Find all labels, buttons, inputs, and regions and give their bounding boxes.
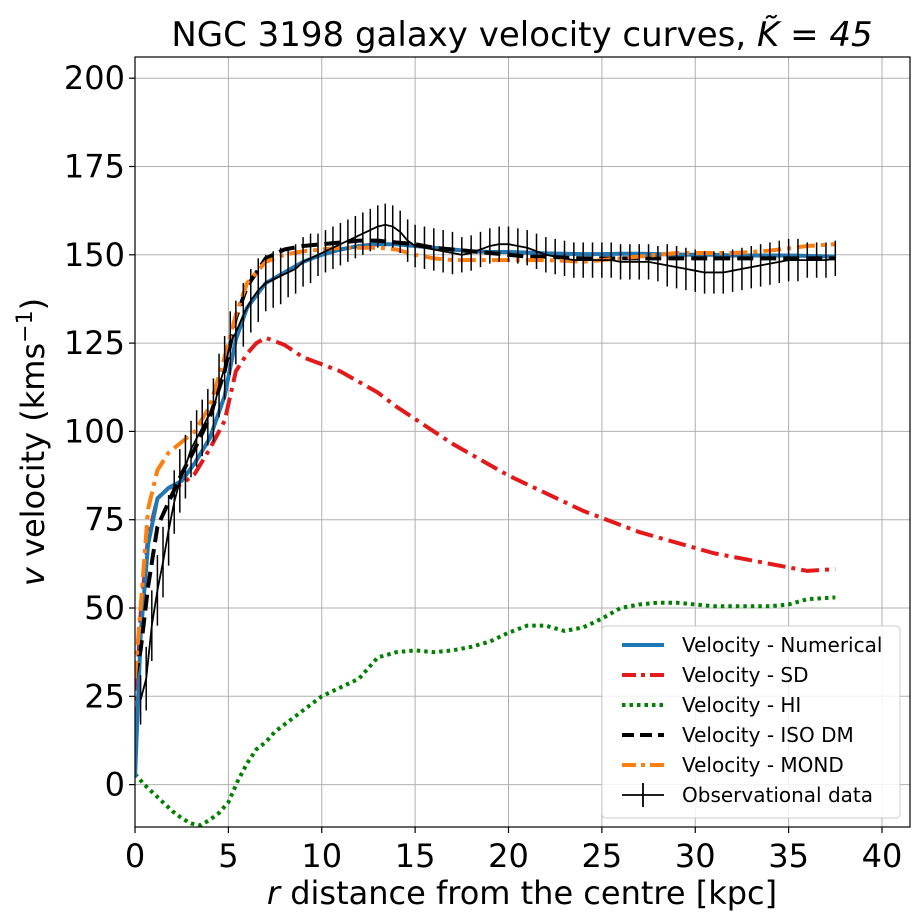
legend-box	[601, 625, 901, 819]
x-tick-label: 20	[488, 837, 529, 875]
observational-line	[139, 223, 836, 701]
observational-data	[139, 203, 837, 725]
y-tick-label: 25	[84, 677, 125, 715]
y-tick-label: 75	[84, 501, 125, 539]
y-tick-label: 200	[64, 59, 125, 97]
legend-label: Velocity - SD	[682, 663, 808, 687]
x-tick-label: 30	[675, 837, 716, 875]
series-line-sd	[135, 335, 836, 725]
x-axis-label: r distance from the centre [kpc]	[267, 874, 777, 912]
y-tick-label: 50	[84, 589, 125, 627]
x-tick-label: 25	[582, 837, 623, 875]
y-tick-label: 0	[105, 766, 125, 804]
grid	[134, 57, 910, 827]
legend-label: Velocity - HI	[682, 693, 801, 717]
y-tick-label: 100	[64, 412, 125, 450]
ticks: 0 5 10 15 20 25 30 35 40 0 25 50 75 100 125 150 175 200	[64, 59, 902, 875]
x-tick-label: 0	[125, 837, 145, 875]
legend-label: Velocity - Numerical	[682, 633, 882, 657]
y-tick-label: 125	[64, 324, 125, 362]
chart-title: NGC 3198 galaxy velocity curves, K̃ = 45	[171, 15, 872, 55]
y-axis-label: v velocity (kms−1)	[13, 298, 52, 586]
x-tick-label: 40	[862, 837, 903, 875]
y-tick-label: 175	[64, 147, 125, 185]
y-tick-label: 150	[64, 236, 125, 274]
legend-label: Velocity - MOND	[682, 753, 844, 777]
plot-frame	[134, 56, 911, 828]
series-line-hi	[135, 595, 836, 827]
x-tick-label: 5	[218, 837, 238, 875]
legend: Velocity - Numerical Velocity - SD Velocit…	[601, 625, 901, 819]
x-tick-label: 10	[301, 837, 342, 875]
x-tick-label: 35	[768, 837, 809, 875]
chart-title-math: K̃ = 45	[757, 15, 873, 55]
legend-label: Observational data	[682, 783, 873, 807]
x-tick-label: 15	[395, 837, 436, 875]
legend-label: Velocity - ISO DM	[682, 723, 854, 747]
